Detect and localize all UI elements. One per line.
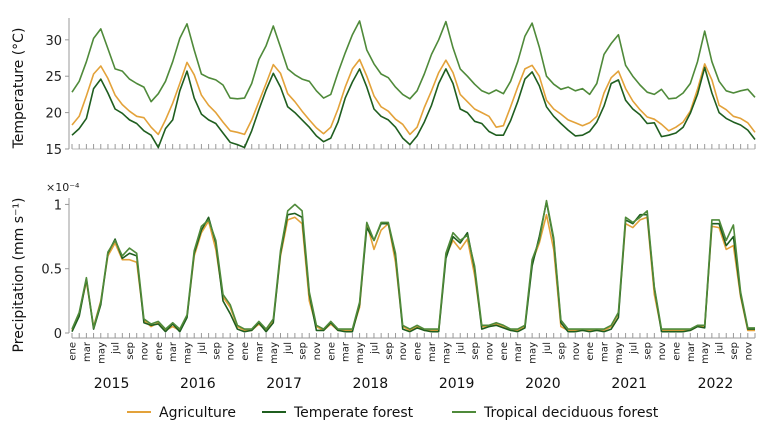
month-tick-label: ene [671, 342, 682, 361]
precipitation-series [71, 199, 755, 333]
temperature-axes: 15 20 25 30 [45, 18, 756, 158]
month-tick-label: sep [211, 342, 222, 360]
temperature-y-tick-label: 15 [45, 143, 62, 158]
month-tick-label: sep [125, 342, 136, 360]
month-tick-label: sep [470, 342, 481, 360]
precipitation-y-tick-label: 1 [54, 198, 62, 213]
precipitation-exponent: ×10⁻⁴ [46, 181, 80, 194]
month-tick-label: nov [226, 342, 237, 360]
temperature-series-line-2 [71, 66, 756, 149]
month-tick-label: nov [398, 342, 409, 360]
year-label: 2019 [439, 376, 475, 392]
month-tick-label: jul [542, 342, 553, 355]
precipitation-axes: 00.51 [41, 198, 70, 342]
month-tick-label: sep [298, 342, 309, 360]
temperature-y-tick-label: 20 [45, 107, 62, 122]
month-tick-label: sep [643, 342, 654, 360]
month-tick-label: mar [513, 341, 524, 362]
month-tick-label: may [183, 342, 194, 364]
month-tick-label: ene [413, 342, 424, 361]
month-tick-label: mar [686, 341, 697, 362]
year-label: 2022 [698, 376, 734, 392]
month-tick-label: nov [657, 342, 668, 360]
month-tick-label: nov [743, 342, 754, 360]
month-tick-label: jul [111, 342, 122, 355]
precipitation-axis-title: Precipitation (mm s⁻¹) [11, 198, 27, 353]
month-tick-label: jul [197, 342, 208, 355]
temperature-series [71, 20, 756, 149]
month-tick-label: may [528, 342, 539, 364]
year-label: 2021 [611, 376, 647, 392]
month-tick-label: may [441, 342, 452, 364]
year-label: 2017 [266, 376, 302, 392]
legend-label-3: Tropical deciduous forest [483, 405, 659, 421]
month-tick-label: may [96, 342, 107, 364]
month-tick-label: ene [154, 342, 165, 361]
month-tick-label: jul [283, 342, 294, 355]
month-tick-label: may [269, 342, 280, 364]
month-tick-label: nov [484, 342, 495, 360]
month-tick-label: mar [82, 341, 93, 362]
year-label: 2018 [353, 376, 389, 392]
year-label: 2015 [94, 376, 130, 392]
precipitation-y-tick-label: 0.5 [41, 263, 62, 278]
month-tick-label: mar [341, 341, 352, 362]
precipitation-y-tick-label: 0 [54, 327, 62, 342]
month-tick-label: ene [68, 342, 79, 361]
month-tick-label: ene [499, 342, 510, 361]
temperature-series-line-3 [71, 20, 756, 103]
temperature-series-line-1 [71, 58, 756, 136]
month-tick-label: nov [139, 342, 150, 360]
temperature-axis-title: Temperature (°C) [11, 28, 27, 150]
legend: Agriculture Temperate forest Tropical deci… [127, 405, 659, 421]
month-tick-label: jul [369, 342, 380, 355]
month-tick-label: ene [240, 342, 251, 361]
month-tick-label: mar [254, 341, 265, 362]
month-tick-label: ene [326, 342, 337, 361]
month-tick-label: mar [168, 341, 179, 362]
month-tick-label: may [355, 342, 366, 364]
temperature-y-tick-label: 25 [45, 70, 62, 85]
temperature-panel: 15 20 25 30 Temperature (°C) [11, 18, 756, 158]
temperature-y-tick-label: 30 [45, 34, 62, 49]
legend-label-1: Agriculture [159, 405, 236, 421]
month-tick-label: may [700, 342, 711, 364]
year-labels: 2015 2016 2017 2018 2019 2020 2021 2022 [94, 376, 734, 392]
month-tick-label: jul [628, 342, 639, 355]
month-tick-label: sep [556, 342, 567, 360]
month-tick-label: nov [312, 342, 323, 360]
precipitation-series-line-3 [71, 199, 755, 330]
month-tick-label: nov [571, 342, 582, 360]
legend-label-2: Temperate forest [293, 405, 414, 421]
year-label: 2016 [180, 376, 216, 392]
month-labels: ene mar may jul sep nov ene mar may jul sep nov ene m… [68, 333, 756, 364]
month-tick-label: sep [729, 342, 740, 360]
month-tick-label: sep [384, 342, 395, 360]
precipitation-panel: 00.51 ×10⁻⁴ Precipitation (mm s⁻¹) [11, 181, 755, 352]
month-tick-label: jul [715, 342, 726, 355]
month-tick-label: mar [427, 341, 438, 362]
month-tick-label: jul [456, 342, 467, 355]
month-tick-label: may [614, 342, 625, 364]
precipitation-series-line-2 [71, 201, 755, 333]
month-tick-label: ene [585, 342, 596, 361]
month-tick-label: mar [600, 341, 611, 362]
year-label: 2020 [525, 376, 561, 392]
